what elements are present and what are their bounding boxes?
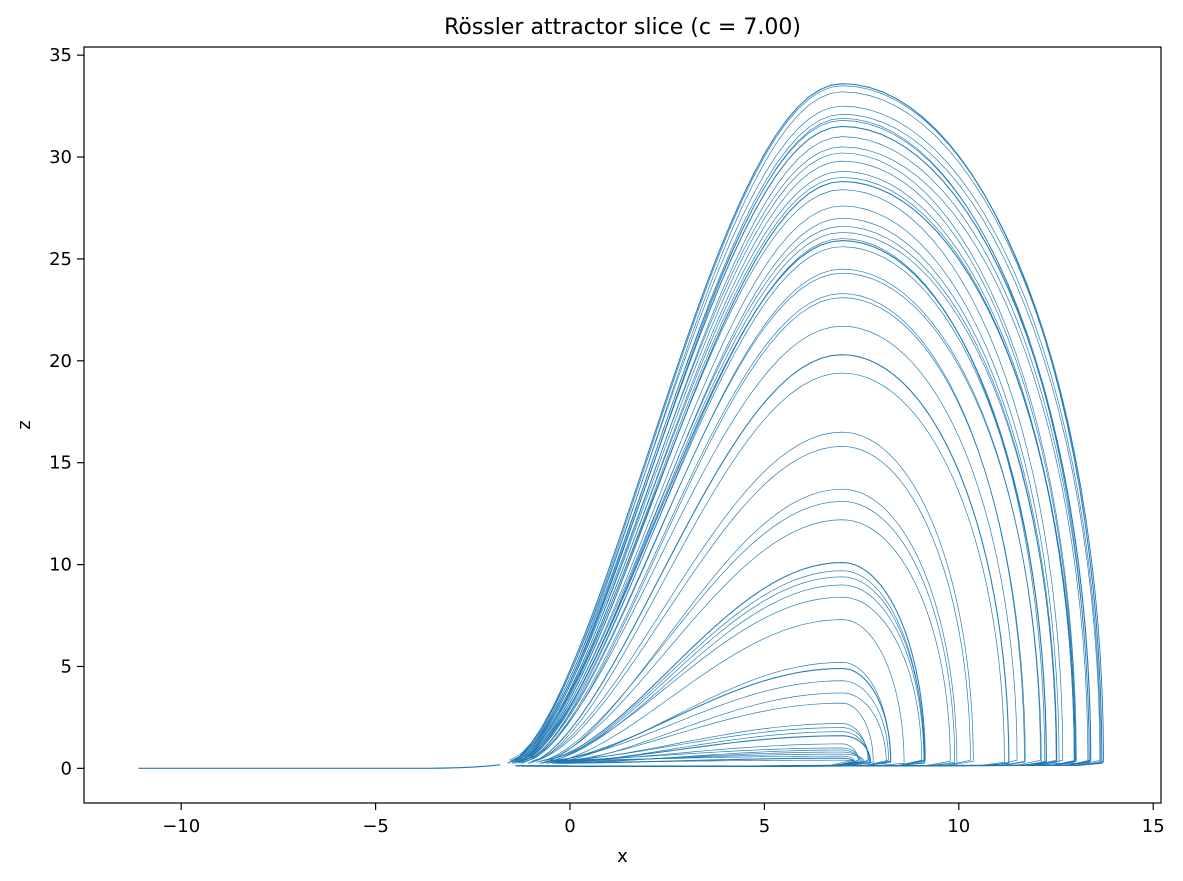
trajectory-loop (515, 354, 1010, 767)
trajectory-loop (515, 680, 889, 767)
trajectory-loop (507, 83, 1103, 767)
trajectory-loop (515, 246, 1047, 767)
y-axis: 0 5 10 15 20 25 30 35 (49, 45, 84, 779)
transient-trajectory (138, 764, 501, 769)
y-axis-label: z (14, 420, 35, 429)
trajectory-loop (515, 619, 905, 767)
trajectory-loop (514, 189, 1064, 767)
trajectory-loop (515, 272, 1042, 767)
trajectory-loop (515, 180, 1076, 767)
x-tick-label: 10 (947, 816, 970, 837)
x-tick-label: 15 (1142, 816, 1165, 837)
y-tick-label: 35 (49, 45, 72, 66)
trajectory-loop (515, 431, 974, 767)
y-tick-label: 0 (61, 758, 72, 779)
trajectory-loop (515, 759, 858, 767)
trajectory-loop (515, 723, 869, 767)
trajectory-loop (509, 105, 1101, 767)
trajectory-loop (515, 372, 1005, 767)
trajectory-loop (515, 519, 951, 767)
series-layer (138, 83, 1104, 769)
trajectory-loop (511, 113, 1101, 767)
trajectory-loop (515, 596, 923, 767)
trajectory-loop (515, 576, 925, 767)
trajectory-loop (515, 735, 872, 767)
trajectory-loop (515, 232, 1057, 767)
trajectory-loop (515, 727, 870, 767)
trajectory-loop (515, 561, 926, 767)
trajectory-loop (515, 217, 1058, 767)
chart-title: Rössler attractor slice (c = 7.00) (444, 15, 801, 40)
trajectory-loop (515, 177, 1075, 767)
trajectory-loop (515, 702, 874, 767)
trajectory-loop (514, 152, 1077, 767)
trajectory-loop (515, 225, 1057, 767)
plot-area-frame (83, 46, 1162, 804)
trajectory-loop (515, 488, 958, 767)
y-tick-label: 10 (49, 555, 72, 576)
trajectory-loop (515, 667, 892, 767)
x-tick-label: 0 (564, 816, 575, 837)
trajectory-loop (515, 293, 1025, 767)
trajectory-loop (515, 325, 1018, 767)
trajectory-loop (511, 146, 1089, 767)
trajectory-loop (515, 205, 1060, 767)
trajectory-loop (515, 692, 887, 767)
trajectory-loop (515, 584, 925, 767)
trajectory-loop (512, 125, 1092, 767)
trajectory-loop (515, 501, 956, 767)
y-tick-label: 25 (49, 249, 72, 270)
trajectory-loop (515, 446, 971, 767)
y-tick-label: 15 (49, 453, 72, 474)
trajectory-loop (515, 238, 1046, 767)
x-axis-label: x (617, 846, 628, 867)
trajectory-loop (515, 160, 1077, 767)
y-tick-label: 30 (49, 147, 72, 168)
x-axis: −10 −5 0 5 10 15 (162, 803, 1165, 837)
trajectory-loop (515, 755, 855, 767)
trajectory-loop (515, 136, 1090, 767)
x-tick-label: 5 (759, 816, 770, 837)
trajectory-loop (515, 570, 925, 767)
trajectory-loop (515, 297, 1026, 767)
x-tick-label: −5 (362, 816, 389, 837)
y-tick-label: 5 (61, 656, 72, 677)
x-tick-label: −10 (162, 816, 200, 837)
y-tick-label: 20 (49, 351, 72, 372)
